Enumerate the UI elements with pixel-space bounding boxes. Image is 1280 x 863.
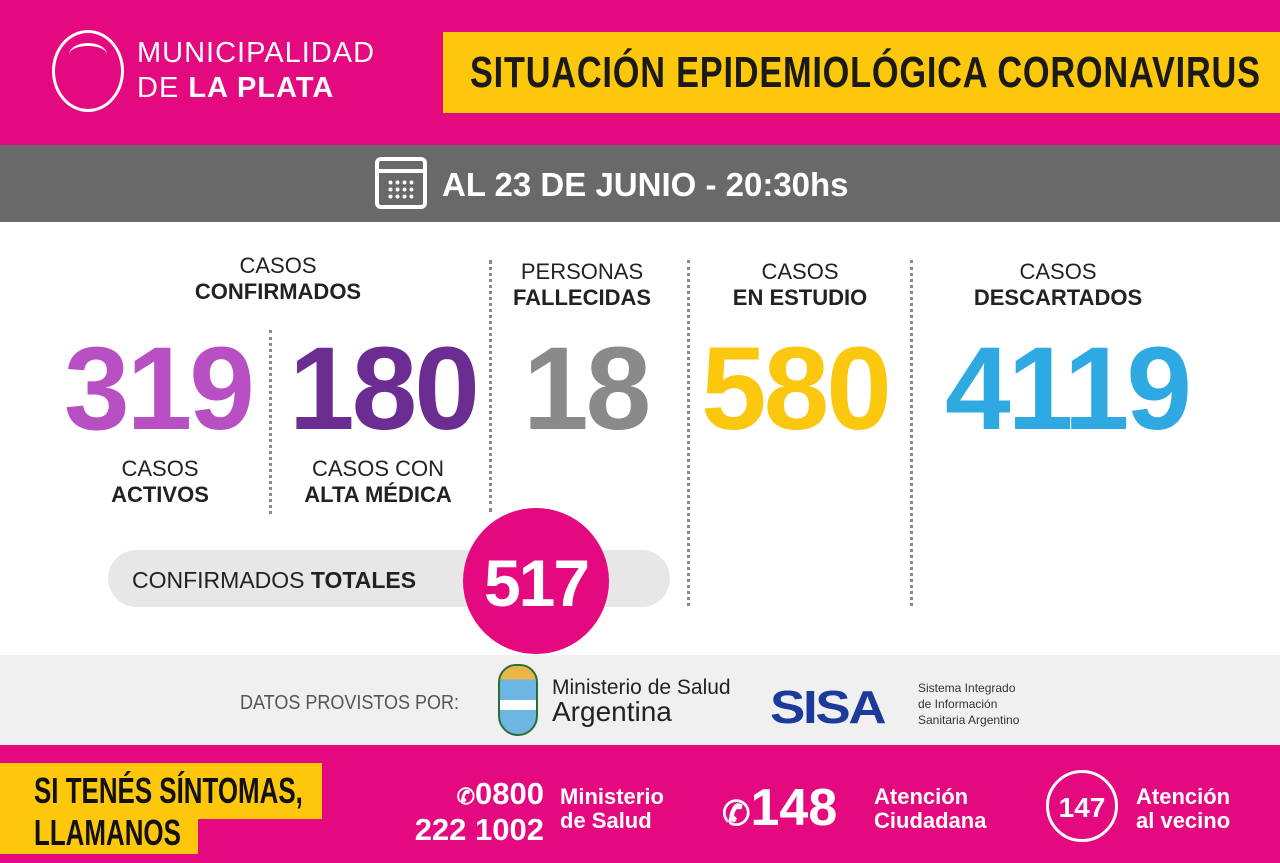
descartados-value: 4119 <box>945 323 1192 455</box>
totals-label: CONFIRMADOS TOTALES <box>132 567 416 594</box>
phone-148: ✆148 <box>722 778 837 838</box>
date-bar <box>0 145 1280 222</box>
activos-label-line2: ACTIVOS <box>111 482 209 507</box>
phone-ministerio: ✆0800 222 1002 <box>404 777 544 846</box>
totals-label-regular: CONFIRMADOS <box>132 567 311 593</box>
alta-label-line1: CASOS CON <box>311 456 445 481</box>
page-title: SITUACIÓN EPIDEMIOLÓGICA CORONAVIRUS <box>470 48 1261 97</box>
title-box <box>443 32 1280 113</box>
phone-icon: ✆ <box>722 795 751 833</box>
label-line1: Ministerio <box>560 784 664 809</box>
confirmados-label-line2: CONFIRMADOS <box>194 279 362 304</box>
cta-line2: LLAMANOS <box>34 812 181 853</box>
alta-label-line2: ALTA MÉDICA <box>304 482 452 507</box>
estudio-label-line2: EN ESTUDIO <box>732 285 868 310</box>
org-name: MUNICIPALIDAD DE LA PLATA <box>137 36 375 106</box>
org-line1: MUNICIPALIDAD <box>137 37 376 69</box>
report-date: AL 23 DE JUNIO - 20:30hs <box>442 166 849 203</box>
label-line1: Atención <box>1136 784 1231 809</box>
totals-label-bold: TOTALES <box>310 567 417 593</box>
totals-value: 517 <box>483 546 590 620</box>
divider <box>687 260 690 606</box>
fallecidas-value: 18 <box>523 323 651 455</box>
sisa-line2: de Información <box>918 697 998 711</box>
descartados-label-line2: DESCARTADOS <box>973 285 1143 310</box>
divider <box>489 260 492 512</box>
activos-label-line1: CASOS <box>121 456 199 481</box>
estudio-label: CASOS EN ESTUDIO <box>670 259 930 311</box>
phone-147: 147 <box>1058 792 1106 823</box>
sources-label: DATOS PROVISTOS POR: <box>240 692 460 714</box>
org-line2-prefix: DE <box>137 72 189 104</box>
activos-label: CASOS ACTIVOS <box>30 456 290 508</box>
estudio-value: 580 <box>701 323 892 455</box>
label-line2: de Salud <box>560 808 652 833</box>
alta-value: 180 <box>289 323 480 455</box>
municipality-seal-logo <box>52 30 124 112</box>
totals-circle <box>463 508 609 654</box>
phone-icon: ✆ <box>456 784 476 809</box>
confirmados-label-line1: CASOS <box>239 253 317 278</box>
phone-number-line1: 0800 <box>475 776 544 811</box>
label-line2: al vecino <box>1136 808 1231 833</box>
label-line2: Ciudadana <box>874 808 987 833</box>
ministerio-line1: Ministerio de Salud <box>552 676 731 699</box>
cta-box <box>0 818 198 854</box>
alta-label: CASOS CON ALTA MÉDICA <box>248 456 508 508</box>
argentina-coat-of-arms-logo <box>498 664 538 736</box>
sisa-line1: Sistema Integrado <box>918 681 1016 695</box>
descartados-label-line1: CASOS <box>1019 259 1097 284</box>
phone-147-label: Atención al vecino <box>1136 785 1230 833</box>
activos-value: 319 <box>64 323 255 455</box>
fallecidas-label-line1: PERSONAS <box>520 259 644 284</box>
fallecidas-label: PERSONAS FALLECIDAS <box>452 259 712 311</box>
sisa-logo: SISA <box>770 681 887 733</box>
phone-number-line2: 222 1002 <box>414 812 544 847</box>
cta-line1: SI TENÉS SÍNTOMAS, <box>34 770 303 811</box>
phone-147-ring-icon <box>1046 770 1118 842</box>
cta-box <box>0 763 322 819</box>
descartados-label: CASOS DESCARTADOS <box>928 259 1188 311</box>
sources-band <box>0 655 1280 745</box>
ministerio-line2: Argentina <box>552 696 672 727</box>
estudio-label-line1: CASOS <box>761 259 839 284</box>
fallecidas-label-line2: FALLECIDAS <box>512 285 652 310</box>
phone-number: 148 <box>750 779 838 837</box>
sisa-line3: Sanitaria Argentino <box>918 713 1020 727</box>
phone-148-label: Atención Ciudadana <box>874 785 986 833</box>
cta-text: SI TENÉS SÍNTOMAS, LLAMANOS <box>34 770 303 854</box>
phone-ministerio-label: Ministerio de Salud <box>560 785 664 833</box>
org-line2-bold: LA PLATA <box>188 72 335 104</box>
confirmados-label: CASOS CONFIRMADOS <box>148 253 408 305</box>
calendar-icon <box>375 157 427 209</box>
sisa-subtitle: Sistema Integrado de Información Sanitaria… <box>918 680 1019 728</box>
label-line1: Atención <box>874 784 969 809</box>
divider <box>910 260 913 606</box>
divider <box>269 330 272 514</box>
ministerio-logo-text: Ministerio de Salud Argentina <box>552 676 731 727</box>
